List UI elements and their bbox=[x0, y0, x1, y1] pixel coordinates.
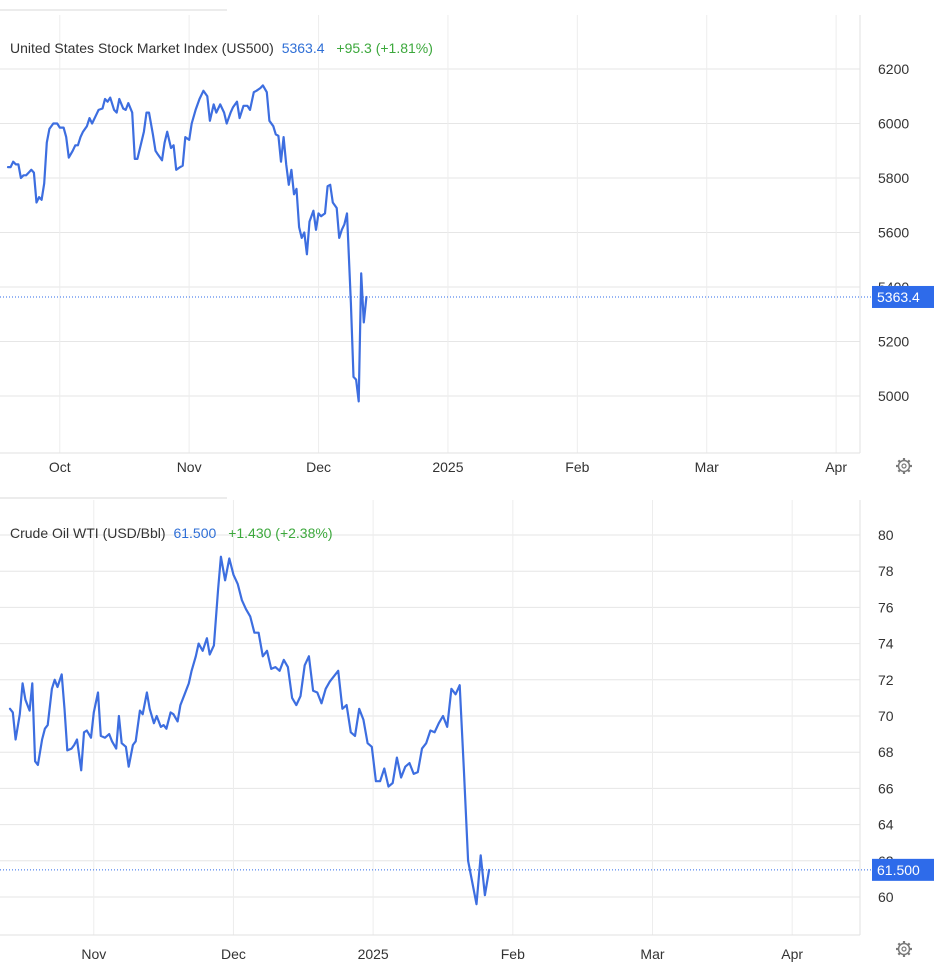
wti-title: Crude Oil WTI (USD/Bbl) 61.500 +1.430 (+… bbox=[10, 525, 332, 541]
x-tick-label: Mar bbox=[695, 459, 719, 475]
us500-chart-panel: 5000520054005600580060006200OctNovDec202… bbox=[0, 0, 937, 488]
x-tick-label: Nov bbox=[81, 946, 106, 962]
y-tick-label: 70 bbox=[878, 708, 894, 724]
y-tick-label: 5000 bbox=[878, 388, 909, 404]
y-tick-label: 5200 bbox=[878, 334, 909, 350]
wti-chart-panel: 6062646668707274767880NovDec2025FebMarAp… bbox=[0, 488, 937, 969]
x-tick-label: 2025 bbox=[358, 946, 389, 962]
chart-title-change: +1.430 (+2.38%) bbox=[228, 525, 333, 541]
x-tick-label: Apr bbox=[781, 946, 803, 962]
us500-title: United States Stock Market Index (US500)… bbox=[10, 40, 433, 56]
gear-icon[interactable] bbox=[896, 458, 912, 474]
last-value-tag-label: 5363.4 bbox=[877, 289, 920, 305]
chart-title-change: +95.3 (+1.81%) bbox=[336, 40, 433, 56]
x-tick-label: 2025 bbox=[432, 459, 463, 475]
x-tick-label: Feb bbox=[501, 946, 525, 962]
y-tick-label: 64 bbox=[878, 817, 894, 833]
y-tick-label: 74 bbox=[878, 636, 894, 652]
y-tick-label: 72 bbox=[878, 672, 894, 688]
y-tick-label: 78 bbox=[878, 563, 894, 579]
y-tick-label: 80 bbox=[878, 527, 894, 543]
y-tick-label: 5800 bbox=[878, 170, 909, 186]
chart-title-name: United States Stock Market Index (US500) bbox=[10, 40, 274, 56]
y-tick-label: 76 bbox=[878, 599, 894, 615]
gear-icon[interactable] bbox=[896, 941, 912, 957]
last-value-tag-label: 61.500 bbox=[877, 862, 920, 878]
x-tick-label: Dec bbox=[221, 946, 246, 962]
chart-title-price: 61.500 bbox=[173, 525, 217, 541]
y-tick-label: 5600 bbox=[878, 225, 909, 241]
wti-chart[interactable]: 6062646668707274767880NovDec2025FebMarAp… bbox=[0, 488, 937, 969]
us500-chart[interactable]: 5000520054005600580060006200OctNovDec202… bbox=[0, 0, 937, 488]
y-tick-label: 60 bbox=[878, 889, 894, 905]
chart-title-name: Crude Oil WTI (USD/Bbl) bbox=[10, 525, 166, 541]
x-tick-label: Mar bbox=[640, 946, 664, 962]
x-tick-label: Apr bbox=[825, 459, 847, 475]
x-tick-label: Dec bbox=[306, 459, 331, 475]
y-tick-label: 68 bbox=[878, 744, 894, 760]
x-tick-label: Nov bbox=[177, 459, 202, 475]
last-value-tag bbox=[872, 285, 934, 308]
chart-title-price: 5363.4 bbox=[281, 40, 325, 56]
y-tick-label: 6200 bbox=[878, 61, 909, 77]
series-line bbox=[8, 555, 491, 906]
x-tick-label: Feb bbox=[565, 459, 589, 475]
y-tick-label: 66 bbox=[878, 780, 894, 796]
x-tick-label: Oct bbox=[49, 459, 71, 475]
series-line bbox=[6, 84, 368, 403]
last-value-tag bbox=[872, 858, 934, 881]
y-tick-label: 6000 bbox=[878, 116, 909, 132]
